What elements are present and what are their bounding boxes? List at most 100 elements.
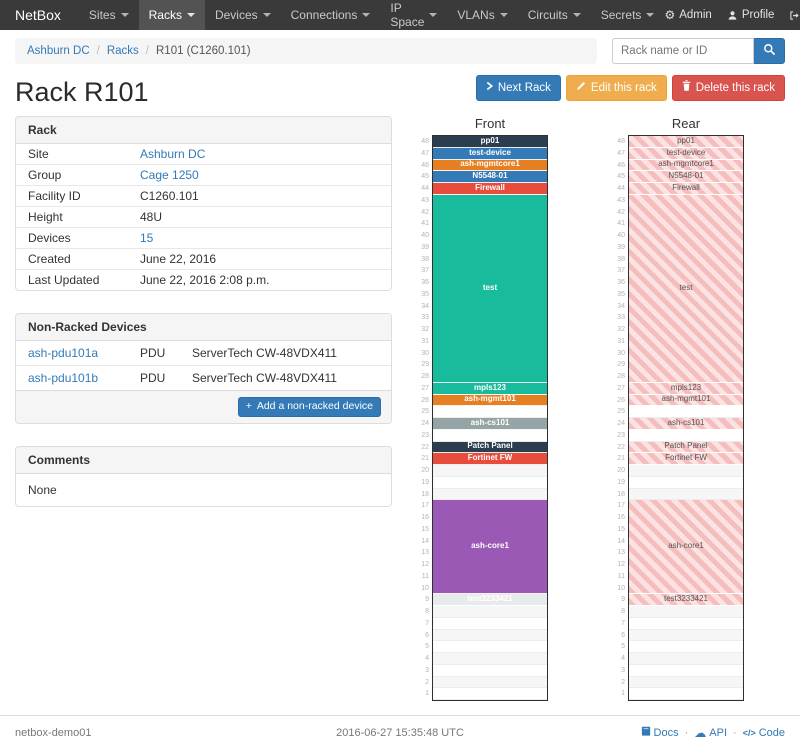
nav-item-ip-space[interactable]: IP Space	[380, 0, 447, 30]
unit-number: 13	[421, 549, 429, 557]
unit-number: 46	[617, 161, 625, 169]
rack-device-test[interactable]: test	[433, 194, 547, 383]
edit-rack-button[interactable]: Edit this rack	[565, 75, 667, 101]
attr-value: June 22, 2016	[128, 248, 391, 270]
rear-elevation-title: Rear	[671, 116, 701, 131]
front-elevation-title: Front	[474, 116, 506, 131]
rack-device-patch-panel[interactable]: Patch Panel	[629, 441, 743, 454]
api-link[interactable]: ☁ API	[694, 727, 727, 739]
rack-empty-unit	[433, 606, 547, 618]
next-rack-button[interactable]: Next Rack	[475, 75, 561, 101]
rack-attr-row: Devices 15	[16, 227, 391, 249]
rack-device-firewall[interactable]: Firewall	[629, 183, 743, 195]
nav-item-label: Secrets	[600, 8, 642, 22]
rack-empty-unit	[433, 676, 547, 689]
rack-device-ash-mgmt101[interactable]: ash-mgmt101	[433, 394, 547, 407]
search-icon	[763, 43, 776, 59]
rack-device-test[interactable]: test	[629, 194, 743, 383]
brand[interactable]: NetBox	[15, 7, 61, 23]
attr-label: Group	[16, 164, 128, 186]
nav-item-connections[interactable]: Connections	[281, 0, 381, 30]
rack-device-fortinet-fw[interactable]: Fortinet FW	[433, 453, 547, 465]
add-non-racked-device-button[interactable]: + Add a non-racked device	[237, 397, 381, 417]
rack-empty-unit	[433, 664, 547, 677]
nav-item-vlans[interactable]: VLANs	[447, 0, 517, 30]
delete-rack-button[interactable]: Delete this rack	[671, 75, 785, 101]
rack-device-firewall[interactable]: Firewall	[433, 183, 547, 195]
rack-search	[612, 38, 785, 64]
nav-item-secrets[interactable]: Secrets	[591, 0, 665, 30]
page-header: Rack R101 Next Rack Edit this rack Delet…	[15, 75, 785, 114]
search-input[interactable]	[612, 38, 754, 64]
code-link[interactable]: </> Code	[743, 727, 785, 739]
rack-device-ash-cs101[interactable]: ash-cs101	[629, 418, 743, 430]
attr-label: Height	[16, 206, 128, 228]
attr-value-link[interactable]: 15	[140, 231, 154, 245]
rack-device-n5548-01[interactable]: N5548-01	[433, 171, 547, 183]
breadcrumb-item: R101 (C1260.101)	[139, 45, 251, 57]
rack-attr-row: Site Ashburn DC	[16, 144, 391, 165]
rack-empty-unit	[629, 406, 743, 418]
device-name-link[interactable]: ash-pdu101a	[28, 346, 99, 360]
nav-item-devices[interactable]: Devices	[205, 0, 281, 30]
attr-value-link[interactable]: Ashburn DC	[140, 147, 206, 161]
unit-number: 23	[421, 431, 429, 439]
unit-number: 1	[621, 690, 625, 698]
unit-number: 28	[421, 373, 429, 380]
unit-number: 15	[617, 525, 625, 533]
rack-device-ash-mgmtcore1[interactable]: ash-mgmtcore1	[433, 159, 547, 172]
breadcrumb-item[interactable]: Ashburn DC	[27, 45, 90, 57]
unit-number: 38	[617, 255, 625, 263]
rack-device-ash-mgmtcore1[interactable]: ash-mgmtcore1	[629, 159, 743, 172]
rack-device-ash-core1[interactable]: ash-core1	[433, 500, 547, 595]
nav-item-label: Devices	[214, 8, 258, 22]
unit-number: 6	[621, 631, 625, 639]
rack-device-n5548-01[interactable]: N5548-01	[629, 171, 743, 183]
rack-device-pp01[interactable]: pp01	[433, 136, 547, 148]
rack-device-fortinet-fw[interactable]: Fortinet FW	[629, 453, 743, 465]
profile-link[interactable]: Profile	[727, 9, 774, 21]
rack-device-test3233421[interactable]: test3233421	[433, 594, 547, 606]
nav-item-label: IP Space	[390, 1, 425, 29]
nav-item-sites[interactable]: Sites	[79, 0, 139, 30]
docs-link[interactable]: Docs	[641, 726, 679, 740]
rack-device-patch-panel[interactable]: Patch Panel	[433, 441, 547, 454]
rack-device-ash-core1[interactable]: ash-core1	[629, 500, 743, 595]
attr-value-link[interactable]: Cage 1250	[140, 168, 199, 182]
unit-number: 33	[421, 314, 429, 322]
unit-number: 47	[617, 149, 625, 157]
rack-device-pp01[interactable]: pp01	[629, 136, 743, 148]
rack-device-ash-mgmt101[interactable]: ash-mgmt101	[629, 394, 743, 407]
nav-item-circuits[interactable]: Circuits	[518, 0, 591, 30]
rack-device-test-device[interactable]: test-device	[433, 147, 547, 160]
search-button[interactable]	[754, 38, 785, 64]
code-link-label: Code	[758, 727, 785, 739]
rack-empty-unit	[433, 429, 547, 442]
unit-number: 18	[617, 490, 625, 498]
rack-device-ash-cs101[interactable]: ash-cs101	[433, 418, 547, 430]
rack-empty-unit	[433, 465, 547, 477]
nav-item-racks[interactable]: Racks	[138, 0, 205, 30]
unit-number: 44	[421, 185, 429, 192]
unit-number: 36	[617, 279, 625, 286]
rack-device-test3233421[interactable]: test3233421	[629, 594, 743, 606]
rack-empty-unit	[629, 688, 743, 700]
logout-link[interactable]: Log out	[789, 3, 800, 27]
rack-device-test-device[interactable]: test-device	[629, 147, 743, 160]
unit-number: 39	[617, 243, 625, 251]
nav-item-label: Racks	[148, 8, 182, 22]
device-name-link[interactable]: ash-pdu101b	[28, 371, 99, 385]
rack-device-mpls123[interactable]: mpls123	[629, 382, 743, 395]
unit-number: 22	[421, 443, 429, 451]
footer-links: Docs · ☁ API · </> Code	[565, 726, 785, 740]
device-type: ServerTech CW-48VDX411	[192, 346, 337, 360]
unit-number: 32	[617, 326, 625, 333]
unit-number: 3	[621, 666, 625, 674]
admin-link[interactable]: ⚙ Admin	[664, 9, 711, 21]
rack-empty-unit	[629, 664, 743, 677]
unit-number: 11	[617, 572, 625, 580]
rack-empty-unit	[629, 429, 743, 442]
unit-number: 15	[421, 525, 429, 533]
rack-device-mpls123[interactable]: mpls123	[433, 382, 547, 395]
breadcrumb-item[interactable]: Racks	[90, 45, 139, 57]
